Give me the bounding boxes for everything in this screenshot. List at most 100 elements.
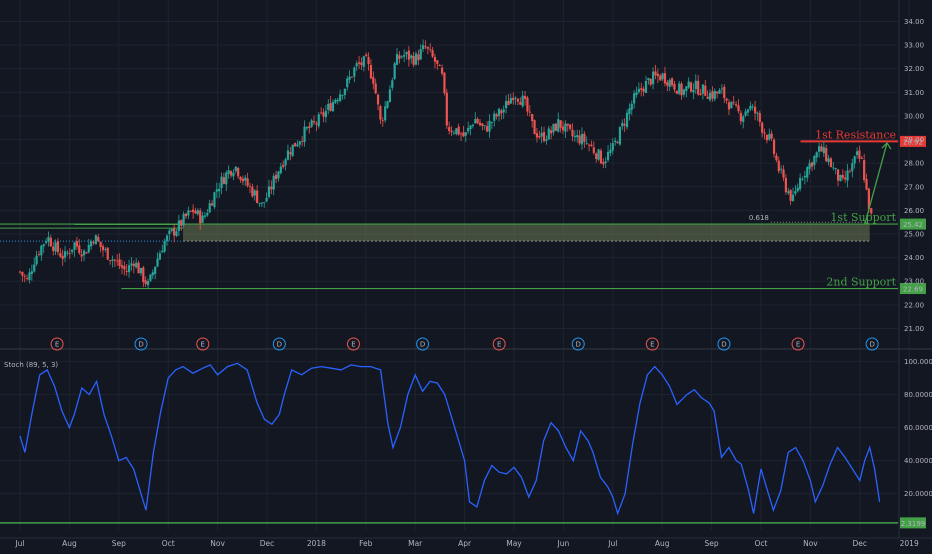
candle-body xyxy=(602,162,605,165)
candle-body xyxy=(467,128,470,132)
candle-body xyxy=(706,96,709,99)
candle-body xyxy=(718,90,721,94)
candle-body xyxy=(293,142,297,147)
candle-body xyxy=(165,235,169,242)
candle-body xyxy=(661,73,664,80)
candle-body xyxy=(348,76,351,80)
stoch-axis-label: 20.0000 xyxy=(904,490,932,498)
candle-body xyxy=(697,80,700,95)
candle-body xyxy=(742,116,745,122)
candle-body xyxy=(448,127,451,132)
fib-label: 0.618 xyxy=(749,214,769,222)
candle-body xyxy=(239,177,242,180)
candle-body xyxy=(471,124,474,127)
candle-body xyxy=(801,178,804,180)
candle-body xyxy=(227,170,230,174)
candle-body xyxy=(173,228,176,236)
candle-body xyxy=(97,236,100,242)
candle-body xyxy=(422,45,425,50)
candle-body xyxy=(787,191,790,193)
candle-body xyxy=(218,188,221,192)
candle-body xyxy=(654,71,657,76)
candle-body xyxy=(848,171,852,173)
candle-body xyxy=(723,86,726,99)
event-marker-earnings xyxy=(492,337,506,351)
candle-body xyxy=(272,175,275,190)
price-axis-label: 21.00 xyxy=(904,325,924,333)
candle-body xyxy=(514,97,517,99)
candle-body xyxy=(528,111,531,113)
candle-body xyxy=(336,99,339,102)
candle-body xyxy=(481,123,484,126)
candle-body xyxy=(398,55,401,59)
candle-body xyxy=(445,92,448,126)
candle-body xyxy=(215,189,218,192)
candle-body xyxy=(749,105,752,110)
candle-body xyxy=(94,235,97,245)
candle-body xyxy=(775,155,778,161)
candle-body xyxy=(526,97,529,112)
candle-body xyxy=(863,160,866,181)
time-axis-label: 2019 xyxy=(900,539,919,548)
candle-body xyxy=(822,147,825,154)
candle-body xyxy=(578,135,581,144)
event-marker-label: D xyxy=(869,341,874,349)
candle-body xyxy=(452,132,456,134)
candle-body xyxy=(156,258,159,267)
candle-body xyxy=(334,99,337,103)
candle-body xyxy=(495,114,498,117)
candle-body xyxy=(253,190,256,196)
stoch-axis-label: 40.0000 xyxy=(904,457,932,465)
time-axis-label: Dec xyxy=(260,539,275,548)
time-axis-label: Sep xyxy=(705,539,719,548)
candle-body xyxy=(675,90,678,94)
candle-body xyxy=(367,57,370,65)
event-marker-dividend xyxy=(865,337,879,351)
candle-body xyxy=(68,253,71,254)
candle-body xyxy=(369,65,373,79)
candle-body xyxy=(360,62,363,66)
candle-body xyxy=(521,95,524,107)
candle-body xyxy=(184,213,188,217)
candle-body xyxy=(412,55,415,65)
event-marker-label: E xyxy=(497,341,501,349)
candle-body xyxy=(419,49,422,60)
candle-body xyxy=(701,84,705,94)
candle-body xyxy=(429,49,432,50)
candle-body xyxy=(490,122,493,123)
candle-body xyxy=(329,102,332,111)
candle-body xyxy=(244,177,247,181)
candle-body xyxy=(130,263,133,266)
candle-body xyxy=(232,172,235,177)
candle-body xyxy=(78,245,81,254)
candle-body xyxy=(106,247,109,260)
candle-body xyxy=(42,244,45,247)
candle-body xyxy=(241,178,244,182)
candle-body xyxy=(203,215,207,217)
candle-body xyxy=(21,271,24,276)
candle-body xyxy=(146,281,150,286)
candle-body xyxy=(780,168,783,170)
candle-body xyxy=(127,265,131,273)
level-label-1: 1st Resistance xyxy=(815,128,896,141)
candle-body xyxy=(806,167,809,178)
event-marker-label: E xyxy=(201,341,205,349)
candle-body xyxy=(592,147,595,153)
candle-body xyxy=(670,78,674,86)
projection-arrow-head xyxy=(881,142,892,150)
candle-body xyxy=(744,111,747,116)
time-axis-label: May xyxy=(506,539,522,548)
candle-body xyxy=(604,161,607,163)
candle-body xyxy=(274,174,278,179)
candle-body xyxy=(256,190,259,203)
event-marker-earnings xyxy=(50,337,64,351)
candle-body xyxy=(310,120,313,127)
candle-body xyxy=(61,255,64,259)
candle-body xyxy=(699,93,702,95)
candle-body xyxy=(713,90,716,100)
candle-body xyxy=(436,60,439,64)
candle-body xyxy=(815,152,818,158)
candle-body xyxy=(538,136,541,138)
event-marker-dividend xyxy=(717,337,731,351)
stoch-axis-label: 60.0000 xyxy=(904,424,932,432)
